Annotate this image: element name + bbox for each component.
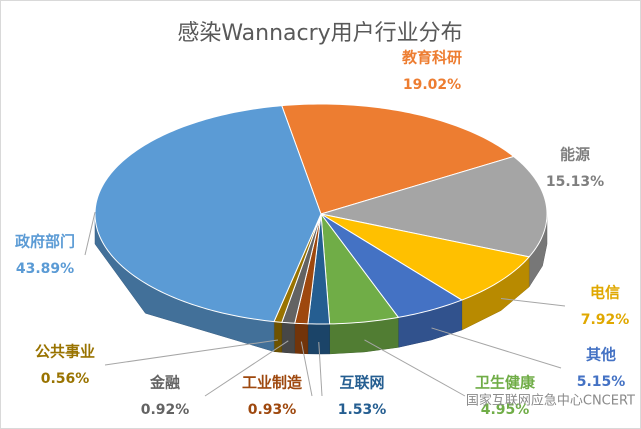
category-label: 其他 [586,346,616,364]
pie-slice [307,213,331,325]
category-label: 教育科研 [401,49,462,67]
leader-line [431,327,562,369]
category-label: 电信 [590,284,620,302]
category-label: 互联网 [339,374,384,392]
labels: 教育科研 19.02% 能源 15.13% 电信 7.92% 其他 5.15% 卫生健康 4.95… [15,49,629,419]
leader-line [500,298,566,307]
watermark: 国家互联网应急中心CNCERT [466,393,635,409]
value-label: 19.02% [403,77,461,93]
value-label: 7.92% [581,312,630,328]
pie-slice [320,213,531,301]
chart-title: 感染Wannacry用户行业分布 [177,21,462,46]
leader-line [300,341,313,397]
value-label: 4.95% [481,402,530,418]
value-label: 5.15% [577,374,626,390]
value-label: 15.13% [546,174,604,190]
pie-slice [94,105,322,323]
leader-line [204,340,289,397]
leader-line [364,339,466,397]
leader-line [318,341,323,397]
category-label: 金融 [149,374,180,392]
pie-slice [320,212,400,325]
value-label: 1.53% [338,402,387,418]
category-label: 卫生健康 [475,374,536,392]
pie [94,103,548,355]
pie-side [281,322,296,354]
pie-slice [320,213,463,318]
pie-slice [281,103,515,215]
value-label: 0.56% [41,371,90,387]
leader-line [104,339,278,366]
leader-line [84,211,96,256]
value-label: 0.93% [248,402,297,418]
category-label: 工业制造 [242,374,302,392]
category-label: 能源 [560,146,590,164]
value-label: 43.89% [16,261,74,277]
pie-side [294,322,309,355]
category-label: 公共事业 [35,343,95,361]
value-label: 0.92% [141,402,190,418]
pie-slice [320,155,548,258]
category-label: 政府部门 [15,233,75,251]
